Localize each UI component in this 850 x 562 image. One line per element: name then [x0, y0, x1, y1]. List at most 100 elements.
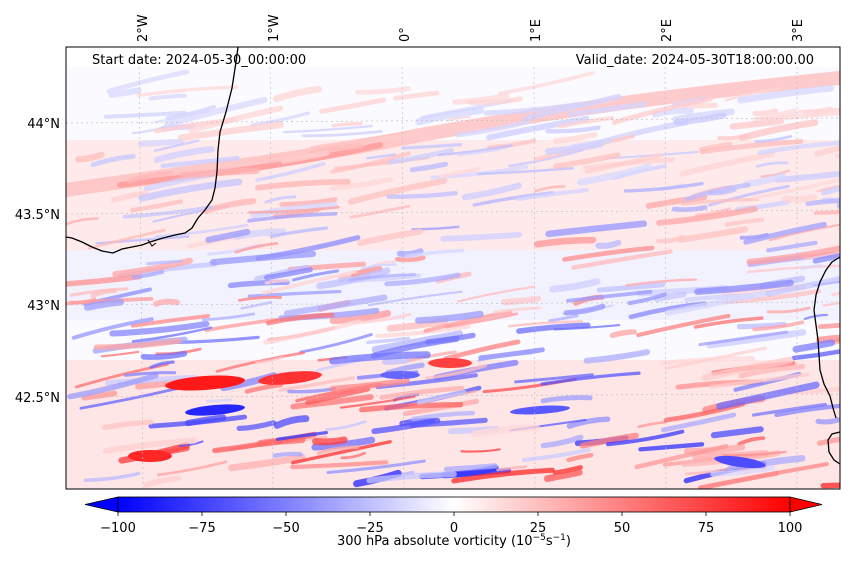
- vorticity-streak: [254, 264, 309, 282]
- vorticity-streak: [673, 112, 727, 126]
- vorticity-streak: [247, 289, 342, 298]
- vorticity-streak: [90, 153, 136, 168]
- vorticity-streak: [452, 92, 510, 105]
- vorticity-streak: [130, 313, 211, 328]
- vorticity-streak: [726, 455, 806, 473]
- vorticity-streak: [265, 312, 335, 326]
- vorticity-streak: [722, 450, 787, 457]
- vorticity-streak: [698, 330, 789, 347]
- vorticity-streak: [87, 228, 166, 250]
- vorticity-streak: [736, 321, 787, 330]
- vorticity-streak: [656, 206, 758, 226]
- vorticity-streak: [290, 394, 374, 410]
- vorticity-streak: [693, 316, 764, 329]
- vorticity-streak: [67, 372, 159, 400]
- vorticity-streak: [729, 117, 784, 130]
- vorticity-streak: [310, 131, 405, 149]
- vorticity-streak: [457, 147, 507, 157]
- vorticity-streak: [66, 250, 840, 320]
- vorticity-streak: [366, 153, 396, 160]
- vorticity-streak: [382, 357, 410, 365]
- vorticity-streak: [110, 190, 149, 203]
- vorticity-streak: [699, 138, 804, 155]
- valid-date-label: Valid_date: 2024-05-30T18:00:00.00: [576, 53, 814, 68]
- lon-label-0: 0°: [398, 27, 413, 42]
- colorbar: −100 −75 −50 −25 0 25 50 75 100 300 hPa absolute…: [84, 496, 823, 549]
- vorticity-streak: [671, 205, 708, 212]
- colorbar-tick-label: 100: [778, 521, 803, 536]
- vorticity-streak: [112, 257, 193, 278]
- vorticity-streak: [765, 276, 840, 297]
- colorbar-gradient: [118, 497, 790, 512]
- vorticity-streak: [540, 434, 584, 449]
- vorticity-streak: [100, 350, 140, 358]
- vorticity-streak: [496, 465, 528, 472]
- vorticity-streak: [816, 334, 840, 344]
- lat-label-43n: 43°N: [27, 299, 60, 314]
- vorticity-streak: [93, 338, 182, 350]
- vorticity-streak: [165, 375, 245, 391]
- vorticity-streak: [124, 371, 177, 377]
- vorticity-streak: [757, 140, 840, 156]
- vorticity-streak: [202, 198, 257, 214]
- vorticity-streak: [371, 330, 464, 354]
- vorticity-streak: [846, 379, 850, 395]
- vorticity-streak: [130, 199, 184, 213]
- vorticity-streak: [357, 228, 424, 247]
- vorticity-streak: [366, 336, 411, 345]
- vorticity-streak: [178, 440, 204, 447]
- vorticity-streak: [595, 239, 622, 249]
- vorticity-streak: [477, 352, 533, 362]
- vorticity-streak: [329, 377, 410, 392]
- vorticity-streak: [737, 84, 835, 104]
- vorticity-streak: [679, 151, 775, 177]
- vorticity-streak: [451, 467, 555, 484]
- map-panel: [65, 46, 850, 490]
- vorticity-streak: [645, 194, 708, 209]
- vorticity-streak: [820, 482, 840, 489]
- vorticity-streak: [545, 125, 601, 134]
- vorticity-streak: [425, 363, 487, 380]
- vorticity-streak: [743, 221, 827, 245]
- vorticity-streak: [347, 177, 448, 205]
- vorticity-streak: [540, 371, 641, 386]
- vorticity-streak: [238, 295, 283, 302]
- vorticity-streak: [122, 205, 213, 219]
- vorticity-streak: [751, 402, 827, 417]
- vorticity-streak: [533, 236, 597, 248]
- vorticity-streak: [514, 373, 594, 384]
- vorticity-streak: [724, 217, 765, 227]
- vorticity-streak: [812, 253, 840, 264]
- vorticity-streak: [708, 184, 790, 207]
- vorticity-streak: [69, 297, 97, 305]
- vorticity-streak: [359, 402, 464, 413]
- vorticity-streak: [275, 430, 329, 441]
- vorticity-streak: [255, 356, 284, 364]
- vorticity-streak: [766, 240, 818, 253]
- vorticity-streak: [665, 290, 770, 316]
- vorticity-streak: [558, 115, 615, 129]
- vorticity-streak: [710, 465, 776, 477]
- lat-label-42-5n: 42.5°N: [15, 391, 60, 406]
- vorticity-streak: [185, 404, 245, 416]
- vorticity-streak: [290, 460, 389, 470]
- vorticity-streak: [128, 450, 172, 462]
- vorticity-streak: [567, 101, 647, 118]
- vorticity-streak: [103, 110, 187, 119]
- vorticity-streak: [349, 204, 411, 219]
- vorticity-streak: [379, 385, 465, 400]
- vorticity-streak: [805, 198, 840, 206]
- vorticity-streak: [312, 436, 348, 446]
- vorticity-streak: [724, 87, 781, 102]
- vorticity-streak: [709, 372, 810, 389]
- vorticity-streak: [255, 161, 326, 182]
- colorbar-tick-label: 25: [530, 521, 547, 536]
- vorticity-streak: [775, 462, 829, 475]
- vorticity-streak: [240, 301, 272, 310]
- vorticity-streak: [447, 115, 471, 122]
- vorticity-streak: [672, 108, 735, 123]
- vorticity-streak: [800, 264, 823, 271]
- vorticity-streak: [665, 346, 767, 370]
- vorticity-streak: [154, 223, 249, 238]
- vorticity-streak: [153, 298, 180, 307]
